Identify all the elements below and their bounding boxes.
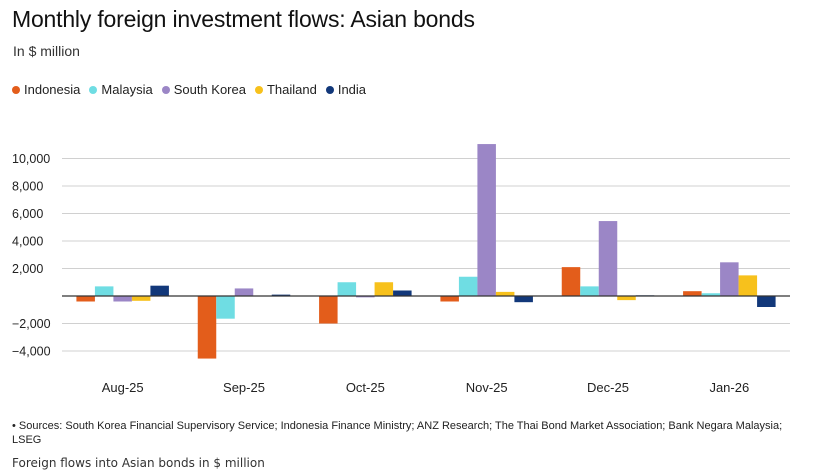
x-tick-label: Sep-25: [223, 380, 265, 395]
legend-label-thailand: Thailand: [266, 82, 317, 97]
source-note: • Sources: South Korea Financial Supervi…: [12, 420, 783, 446]
bar-south-korea: [598, 221, 618, 296]
y-tick-label: 10,000: [12, 152, 50, 166]
bar-indonesia: [683, 291, 702, 296]
legend-item-india: India: [325, 82, 367, 97]
legend-item-thailand: Thailand: [254, 82, 317, 97]
x-tick-label: Dec-25: [587, 380, 629, 395]
bar-south-korea: [720, 262, 739, 296]
bar-south-korea: [477, 144, 496, 296]
legend-label-malaysia: Malaysia: [101, 82, 153, 97]
legend-item-indonesia: Indonesia: [12, 82, 80, 97]
legend-label-indonesia: Indonesia: [24, 82, 81, 97]
bar-indonesia: [561, 267, 581, 296]
bar-malaysia: [337, 282, 357, 296]
bar-india: [150, 285, 169, 296]
legend-swatch-malaysia: [89, 85, 98, 94]
y-tick-label: 4,000: [12, 235, 43, 249]
bar-malaysia: [701, 293, 721, 296]
bar-thailand: [617, 296, 636, 301]
bar-chart: 10,000 8,000 6,000 4,000 2,000 −2,000 −4,000 Au…: [12, 144, 790, 395]
legend-label-south-korea: South Korea: [173, 82, 246, 97]
x-tick-label: Oct-25: [346, 380, 385, 395]
bar-thailand: [495, 291, 515, 296]
legend-label-india: India: [337, 82, 367, 97]
legend-item-malaysia: Malaysia: [89, 82, 153, 97]
chart-subtitle: In $ million: [13, 43, 80, 59]
bar-indonesia: [319, 296, 338, 324]
bar-india: [393, 290, 412, 296]
y-tick-label: −4,000: [12, 345, 51, 359]
bar-thailand: [374, 282, 394, 296]
legend-swatch-south-korea: [161, 85, 170, 94]
bar-indonesia: [197, 296, 217, 359]
bar-india: [514, 296, 533, 303]
bar-south-korea: [356, 296, 375, 298]
bar-malaysia: [458, 276, 478, 296]
x-tick-label: Nov-25: [466, 380, 508, 395]
y-tick-label: 8,000: [12, 180, 43, 194]
bar-indonesia: [76, 296, 95, 302]
x-tick-label: Jan-26: [709, 380, 749, 395]
x-tick-label: Aug-25: [102, 380, 144, 395]
legend-swatch-indonesia: [12, 85, 20, 94]
bar-india: [757, 296, 776, 307]
bar-thailand: [131, 296, 151, 301]
bar-indonesia: [440, 296, 459, 302]
bar-india: [271, 294, 291, 296]
y-tick-label: 2,000: [12, 262, 43, 276]
bar-malaysia: [580, 286, 599, 296]
chart-title: Monthly foreign investment flows: Asian …: [12, 6, 475, 32]
y-tick-label: −2,000: [12, 317, 51, 331]
bar-thailand: [738, 275, 758, 296]
bar-south-korea: [113, 296, 132, 302]
bar-malaysia: [216, 296, 235, 319]
legend-item-south-korea: South Korea: [161, 82, 246, 97]
footer-caption: Foreign flows into Asian bonds in $ mill…: [12, 456, 265, 470]
y-tick-label: 6,000: [12, 207, 43, 221]
bar-south-korea: [234, 288, 254, 296]
legend-swatch-india: [325, 85, 334, 94]
legend: Indonesia Malaysia South Korea Thailand …: [12, 82, 366, 97]
bar-malaysia: [94, 286, 114, 296]
legend-swatch-thailand: [254, 85, 263, 94]
